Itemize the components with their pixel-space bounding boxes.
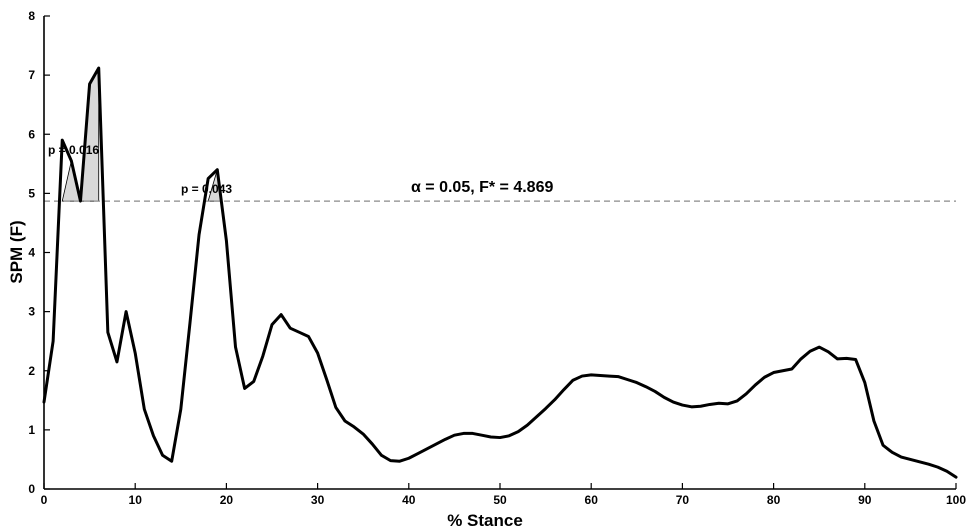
cluster-label-2: p = 0.043 xyxy=(181,182,232,196)
x-tick-label-40: 40 xyxy=(402,493,416,507)
annotation-layer: p = 0.016 p = 0.043 α = 0.05, F* = 4.869 xyxy=(48,143,553,196)
x-axis-title: % Stance xyxy=(447,511,523,530)
x-tick-label-0: 0 xyxy=(41,493,48,507)
x-tick-label-80: 80 xyxy=(767,493,781,507)
y-tick-label-0: 0 xyxy=(28,482,35,496)
x-tick-label-50: 50 xyxy=(493,493,507,507)
x-tick-label-30: 30 xyxy=(311,493,325,507)
y-axis-title: SPM (F) xyxy=(7,220,26,283)
spm-series-line xyxy=(42,66,958,479)
y-tick-label-1: 1 xyxy=(28,423,35,437)
y-tick-label-2: 2 xyxy=(28,364,35,378)
threshold-label: α = 0.05, F* = 4.869 xyxy=(411,179,553,196)
y-tick-label-6: 6 xyxy=(28,127,35,141)
cluster-fill-1 xyxy=(61,66,100,202)
y-tick-label-8: 8 xyxy=(28,9,35,23)
x-tick-label-60: 60 xyxy=(585,493,599,507)
series-layer xyxy=(42,66,958,479)
y-tick-label-5: 5 xyxy=(28,186,35,200)
y-tick-label-7: 7 xyxy=(28,68,35,82)
y-tick-label-4: 4 xyxy=(28,246,35,260)
x-tick-label-90: 90 xyxy=(858,493,872,507)
x-tick-label-100: 100 xyxy=(946,493,966,507)
y-tick-label-3: 3 xyxy=(28,305,35,319)
x-tick-label-10: 10 xyxy=(129,493,143,507)
x-tick-label-70: 70 xyxy=(676,493,690,507)
x-tick-label-20: 20 xyxy=(220,493,234,507)
axes-layer: 0 10 20 30 40 50 60 70 80 90 100 0 1 2 3 4 5 6 7 8 % Stance S… xyxy=(7,9,966,530)
cluster-label-1: p = 0.016 xyxy=(48,143,99,157)
